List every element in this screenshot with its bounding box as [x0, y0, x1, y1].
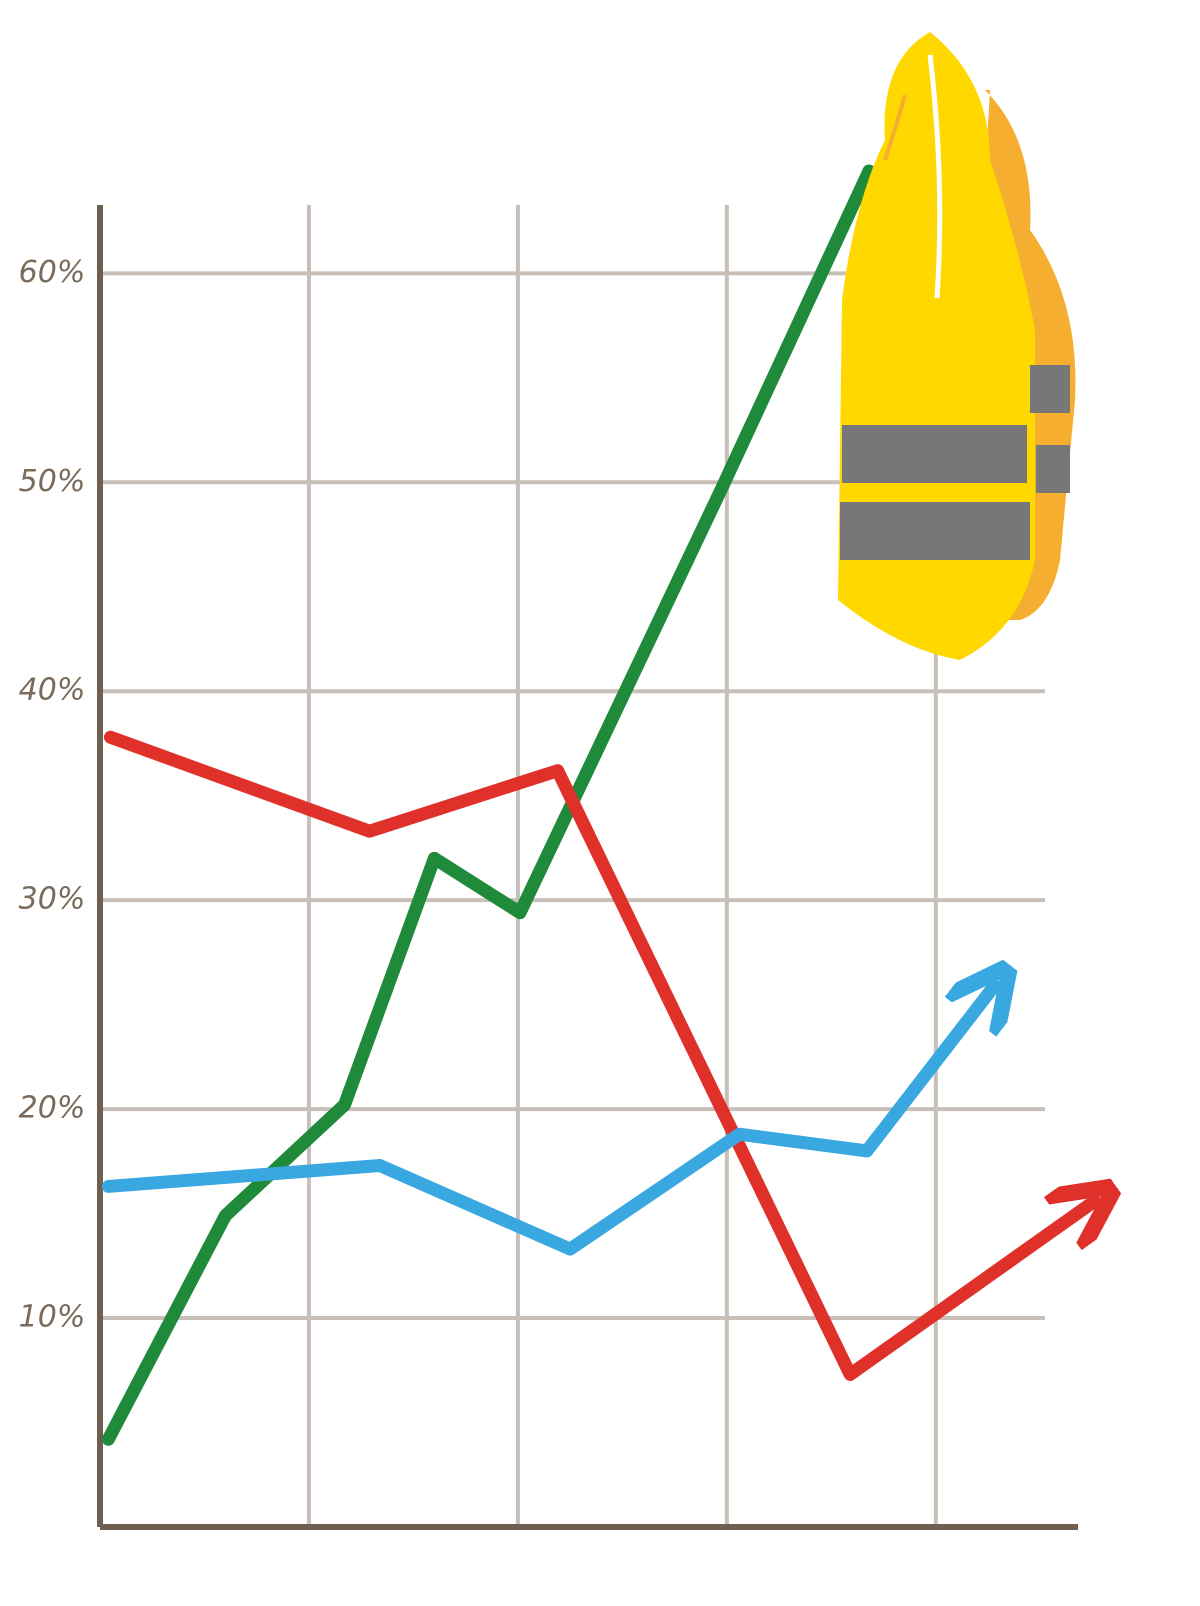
y-tick-label: 10% — [19, 1300, 86, 1335]
series-line — [101, 986, 994, 1256]
y-tick-label: 60% — [19, 255, 86, 290]
series-line — [101, 164, 876, 1446]
y-tick-label: 50% — [19, 464, 86, 499]
series-line — [103, 730, 1094, 1381]
vest-illustration — [838, 32, 1076, 660]
y-tick-label: 30% — [19, 882, 86, 917]
y-tick-label: 40% — [19, 673, 86, 708]
plot-area: 10% 20% 30% 40% 50% 60% — [19, 164, 1095, 1530]
y-tick-label: 20% — [19, 1091, 86, 1126]
